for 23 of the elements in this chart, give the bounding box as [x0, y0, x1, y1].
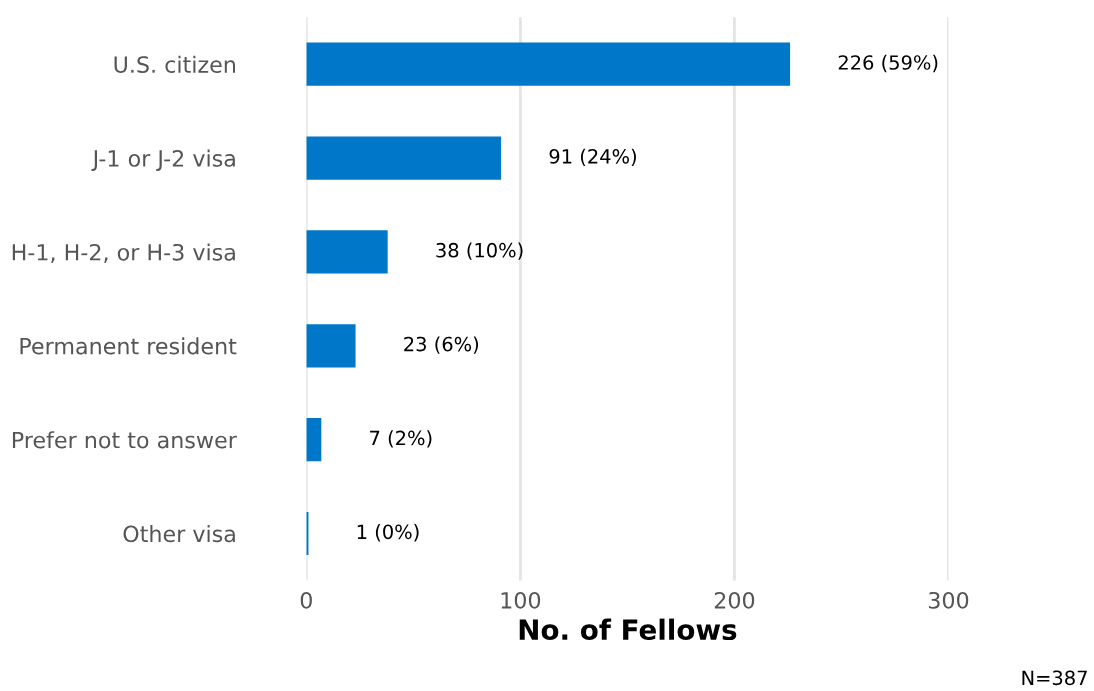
- y-tick-label: U.S. citizen: [114, 55, 235, 73]
- data-label: 7 (2%): [370, 430, 432, 448]
- y-tick-label: Permanent resident: [20, 337, 237, 355]
- bar: [306, 324, 356, 368]
- data-label: 226 (59%): [838, 54, 938, 73]
- y-tick-label: H-1, H-2, or H-3 visa: [12, 243, 235, 263]
- x-axis-title: No. of Fellows: [519, 618, 737, 641]
- data-label: 38 (10%): [436, 242, 523, 260]
- x-tick-label: 300: [928, 591, 969, 609]
- data-label: 91 (24%): [549, 148, 636, 166]
- bar: [306, 136, 502, 180]
- data-label: 1 (0%): [357, 524, 419, 542]
- text: N=387: [1022, 670, 1087, 686]
- y-tick-label: Other visa: [123, 525, 235, 543]
- y-tick-label: Prefer not to answer: [12, 431, 237, 449]
- bar: [306, 418, 322, 462]
- bar: [306, 230, 388, 274]
- y-tick-label: J-1 or J-2 visa: [91, 149, 235, 171]
- bar: [306, 42, 791, 86]
- data-label: 23 (6%): [404, 336, 479, 354]
- x-tick-label: 100: [501, 591, 541, 609]
- x-tick-label: 0: [300, 591, 312, 609]
- x-tick-label: 200: [714, 591, 755, 609]
